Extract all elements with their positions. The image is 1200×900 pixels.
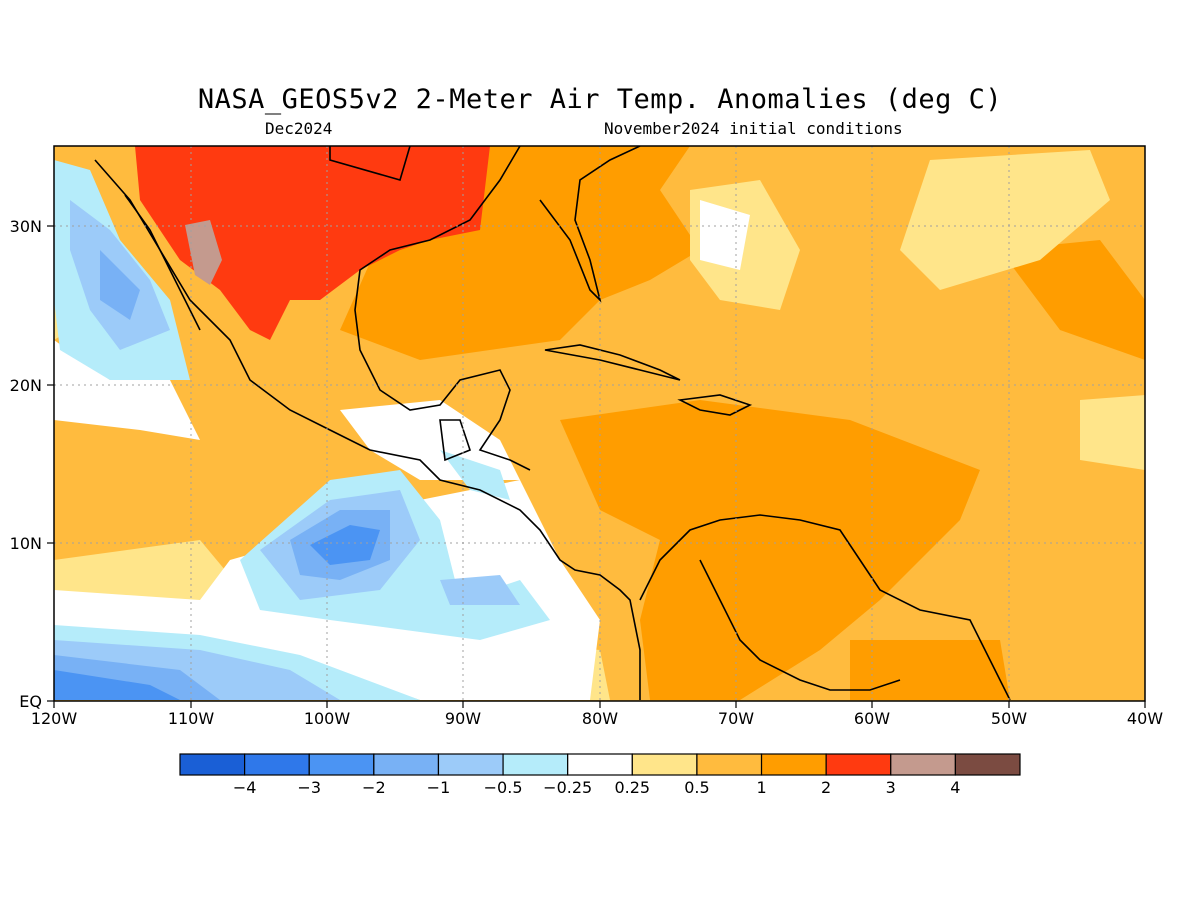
colorbar-label: −2 [362, 778, 386, 797]
colorbar-label: −3 [297, 778, 321, 797]
lon-label: 80W [582, 709, 618, 728]
lat-label: 10N [10, 534, 42, 553]
lon-label: 90W [445, 709, 481, 728]
colorbar-swatch [373, 753, 440, 776]
lon-label: 100W [304, 709, 351, 728]
colorbar-swatch [825, 753, 892, 776]
lon-label: 40W [1127, 709, 1163, 728]
colorbar-label: 0.25 [614, 778, 650, 797]
colorbar-label: −0.5 [484, 778, 523, 797]
forecast-month: Dec2024 [265, 119, 333, 138]
axis-ticks [47, 225, 1146, 708]
colorbar-swatch [631, 753, 698, 776]
lon-label: 70W [718, 709, 754, 728]
colorbar-label: 2 [821, 778, 831, 797]
colorbar-swatch [244, 753, 310, 776]
colorbar-label: −4 [233, 778, 257, 797]
lon-label: 60W [854, 709, 890, 728]
anomaly-field [54, 146, 1145, 701]
colorbar-swatch [567, 753, 633, 776]
colorbar-swatch [954, 753, 1021, 776]
colorbar-label: 3 [886, 778, 896, 797]
initial-conditions: November2024 initial conditions [604, 119, 903, 138]
lon-label: 120W [31, 709, 78, 728]
colorbar-swatch [179, 753, 246, 776]
colorbar-swatch [890, 753, 956, 776]
colorbar: −4 −3 −2 −1 −0.5 −0.25 0.25 0.5 1 2 3 4 [179, 753, 1021, 797]
colorbar-swatch [308, 753, 375, 776]
lat-label: EQ [19, 692, 42, 711]
colorbar-label: 4 [950, 778, 960, 797]
longitude-labels: 120W 110W 100W 90W 80W 70W 60W 50W 40W [31, 709, 1163, 728]
colorbar-label: −1 [427, 778, 451, 797]
colorbar-swatch [696, 753, 763, 776]
colorbar-label: −0.25 [543, 778, 592, 797]
lat-label: 30N [10, 217, 42, 236]
graticule [54, 146, 1145, 701]
colorbar-label: 1 [756, 778, 766, 797]
latitude-labels: 30N 20N 10N EQ [10, 217, 42, 711]
coastlines [94, 146, 1011, 701]
colorbar-swatch [437, 753, 504, 776]
lon-label: 110W [168, 709, 215, 728]
colorbar-swatch [760, 753, 827, 776]
colorbar-label: 0.5 [684, 778, 709, 797]
colorbar-swatch [502, 753, 569, 776]
map-title: NASA_GEOS5v2 2-Meter Air Temp. Anomalies… [197, 84, 1003, 115]
lon-label: 50W [991, 709, 1027, 728]
lat-label: 20N [10, 376, 42, 395]
